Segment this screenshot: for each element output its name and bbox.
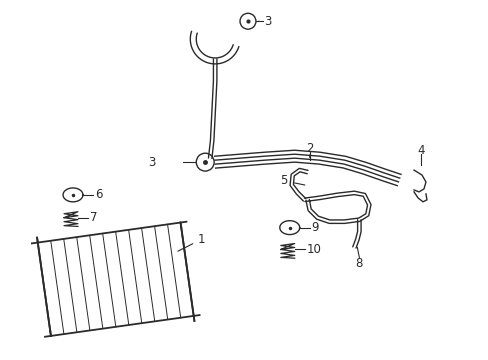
Text: 9: 9 (311, 221, 319, 234)
Text: 6: 6 (95, 188, 102, 201)
Text: 10: 10 (306, 243, 321, 256)
Text: 5: 5 (279, 174, 286, 186)
Text: 3: 3 (148, 156, 155, 168)
Text: 7: 7 (90, 211, 97, 224)
Text: 1: 1 (197, 233, 204, 246)
Text: 4: 4 (416, 144, 424, 157)
Text: 3: 3 (264, 15, 271, 28)
Text: 8: 8 (355, 257, 362, 270)
Text: 2: 2 (305, 142, 312, 155)
